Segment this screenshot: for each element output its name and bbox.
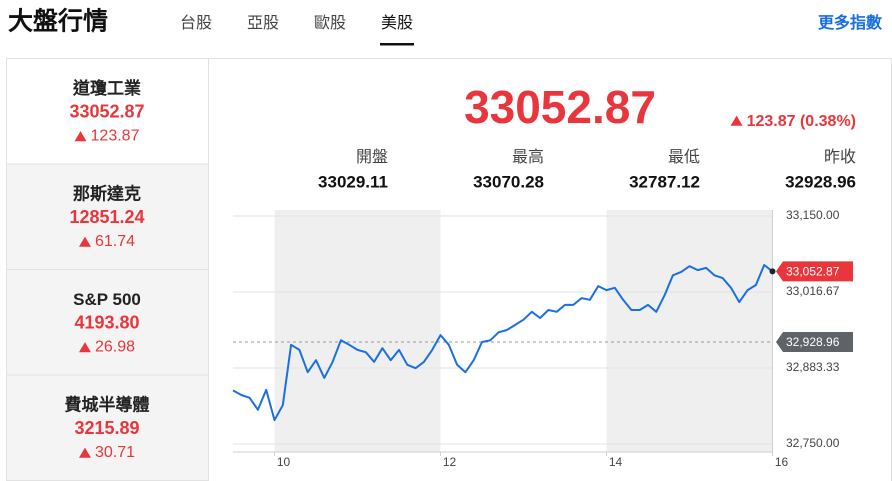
tab[interactable]: 亞股: [247, 14, 279, 32]
index-price: 4193.80: [74, 312, 139, 332]
x-tick-label: 14: [609, 455, 623, 469]
index-row[interactable]: [6, 269, 209, 376]
index-change: 26.98: [95, 339, 135, 356]
x-tick-label: 10: [277, 455, 291, 469]
tab[interactable]: 歐股: [314, 14, 346, 32]
index-price: 12851.24: [69, 207, 144, 227]
y-tick-label: 33,150.00: [786, 208, 840, 222]
page-title: 大盤行情: [8, 8, 108, 36]
up-arrow: [730, 115, 743, 126]
stat-label: 開盤: [356, 148, 388, 166]
quote-change: 123.87 (0.38%): [747, 113, 856, 130]
index-name: 那斯達克: [73, 183, 141, 203]
last-point: [769, 268, 776, 275]
price-tag: [776, 261, 853, 282]
index-row[interactable]: [6, 374, 209, 481]
more-link[interactable]: 更多指數: [818, 13, 883, 32]
tab[interactable]: 美股: [381, 14, 413, 32]
time-band: [606, 210, 773, 452]
stat-value: 32787.12: [629, 172, 700, 191]
up-arrow: [78, 236, 91, 247]
stat-value: 32928.96: [785, 172, 856, 191]
price-tag-label: 32,928.96: [786, 335, 840, 349]
price-tag: [776, 331, 853, 352]
index-price: 33052.87: [69, 101, 144, 121]
index-name: 道瓊工業: [72, 78, 141, 98]
index-change: 61.74: [95, 233, 135, 250]
up-arrow: [78, 342, 91, 353]
x-tick-label: 12: [443, 455, 457, 469]
tab[interactable]: 台股: [180, 14, 212, 32]
index-name: 費城半導體: [65, 394, 150, 414]
stat-label: 最低: [668, 148, 700, 166]
stat-value: 33029.11: [318, 172, 388, 191]
stat-label: 最高: [512, 148, 544, 166]
index-change: 30.71: [95, 444, 135, 461]
up-arrow: [74, 131, 87, 142]
index-price: 3215.89: [74, 418, 139, 438]
up-arrow: [78, 447, 91, 458]
stat-label: 昨收: [824, 148, 856, 166]
y-tick-label: 32,750.00: [786, 436, 840, 450]
index-change: 123.87: [91, 128, 140, 145]
time-band: [274, 210, 441, 452]
price-line: [232, 264, 774, 422]
quote-price: 33052.87: [464, 81, 656, 133]
index-name: S&P 500: [73, 290, 141, 309]
x-tick-label: 16: [775, 455, 789, 469]
price-tag-label: 33,052.87: [786, 265, 840, 279]
y-tick-label: 32,883.33: [786, 360, 840, 374]
tab-underline: [380, 43, 415, 46]
index-row[interactable]: [6, 58, 209, 165]
stat-value: 33070.28: [473, 172, 544, 191]
y-tick-label: 33,016.67: [786, 284, 840, 298]
